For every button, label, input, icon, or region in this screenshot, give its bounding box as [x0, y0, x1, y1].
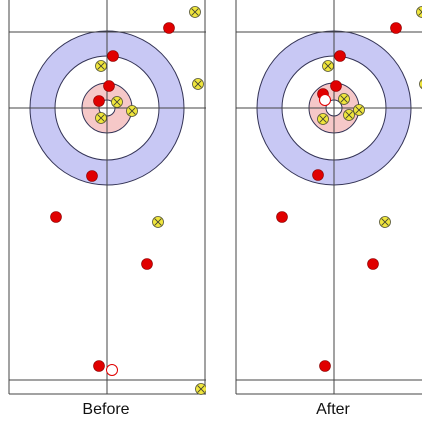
- red-stone: [86, 170, 98, 182]
- red-stone: [367, 258, 379, 270]
- curling-sheet-before: [8, 0, 206, 395]
- red-stone: [50, 211, 62, 223]
- red-stone: [93, 360, 105, 372]
- yellow-stone: [416, 6, 422, 18]
- before-caption: Before: [82, 401, 130, 418]
- red-stone: [319, 360, 331, 372]
- red-stone: [276, 211, 288, 223]
- yellow-stone: [322, 60, 334, 72]
- yellow-stone: [317, 113, 329, 125]
- yellow-stone: [152, 216, 164, 228]
- yellow-stone: [111, 96, 123, 108]
- after-caption: After: [316, 401, 350, 418]
- red-stone: [334, 50, 346, 62]
- red-stone-previous-position: [319, 94, 331, 106]
- red-stone: [312, 169, 324, 181]
- red-stone: [390, 22, 402, 34]
- red-stone: [330, 80, 342, 92]
- yellow-stone: [126, 105, 138, 117]
- yellow-stone: [343, 109, 355, 121]
- stones-before: [50, 6, 206, 395]
- red-stone-previous-position: [106, 364, 118, 376]
- yellow-stone: [189, 6, 201, 18]
- yellow-stone: [95, 112, 107, 124]
- red-stone: [107, 50, 119, 62]
- yellow-stone: [338, 93, 350, 105]
- yellow-stone: [95, 60, 107, 72]
- yellow-stone: [353, 104, 365, 116]
- red-stone: [141, 258, 153, 270]
- after-panel: [227, 0, 422, 395]
- before-panel: [0, 0, 206, 395]
- red-stone: [163, 22, 175, 34]
- stones-after: [276, 6, 422, 372]
- red-stone: [103, 80, 115, 92]
- yellow-stone: [379, 216, 391, 228]
- yellow-stone: [195, 383, 206, 395]
- yellow-stone: [192, 78, 204, 90]
- curling-sheet-after: [235, 0, 422, 395]
- red-stone: [93, 95, 105, 107]
- yellow-stone: [419, 78, 422, 90]
